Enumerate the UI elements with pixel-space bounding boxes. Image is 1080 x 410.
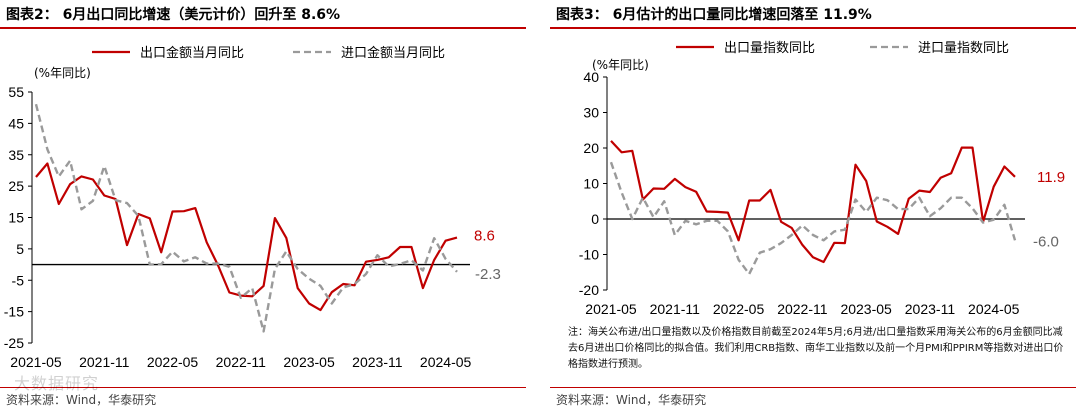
right-x-tick-label: 2022-05 <box>713 301 765 317</box>
left-x-tick-label: 2021-11 <box>79 354 130 370</box>
left-figure-title: 图表2： 6月出口同比增速（美元计价）回升至 8.6% <box>6 7 341 23</box>
left-y-tick-label: -15 <box>4 304 24 320</box>
left-y-tick-label: 45 <box>8 115 24 131</box>
right-y-tick-label: 40 <box>583 69 599 85</box>
right-x-tick-label: 2023-11 <box>905 301 956 317</box>
left-y-tick-label: 25 <box>8 178 24 194</box>
right-series-line-2 <box>609 161 1017 276</box>
right-y-tick-label: -10 <box>579 247 599 263</box>
left-x-tick-label: 2023-11 <box>352 354 403 370</box>
right-figure-title: 图表3： 6月估计的出口量同比增速回落至 11.9% <box>556 7 872 23</box>
right-series-line-1 <box>610 140 1016 264</box>
watermark-text: 大数据研究 <box>14 374 100 393</box>
right-bottom-rule <box>550 387 1076 388</box>
right-x-tick-label: 2021-05 <box>585 301 637 317</box>
right-figure-panel: 图表3： 6月估计的出口量同比增速回落至 11.9% (%年同比) -20 -10… <box>550 0 1080 410</box>
left-x-tick-label: 2023-05 <box>283 354 335 370</box>
right-chart-note: 注：海关公布进/出口量指数以及价格指数目前截至2024年5月;6月进/出口量指数… <box>568 327 1064 370</box>
left-legend-label-2: 进口金额当月同比 <box>341 45 445 60</box>
right-x-tick-label: 2024-05 <box>968 301 1020 317</box>
right-end-value-label-2: -6.0 <box>1033 233 1059 250</box>
right-y-tick-label: -20 <box>579 282 599 298</box>
right-x-tick-label: 2022-11 <box>777 301 828 317</box>
right-y-tick-label: 10 <box>583 176 599 192</box>
left-figure-panel: 图表2： 6月出口同比增速（美元计价）回升至 8.6% (%年同比) -25 -1… <box>0 0 530 410</box>
right-source: 资料来源：Wind，华泰研究 <box>556 393 707 407</box>
left-y-tick-label: 15 <box>8 210 24 226</box>
left-end-value-label-2: -2.3 <box>475 266 501 283</box>
left-y-tick-label: 55 <box>8 84 24 100</box>
right-line-chart: -20 -10 0 10 20 30 40 2021-05 2021-11 2022-05 2022… <box>579 40 1065 317</box>
left-series-line-1 <box>35 162 458 312</box>
left-x-tick-label: 2021-05 <box>10 354 62 370</box>
left-x-tick-label: 2024-05 <box>420 354 472 370</box>
right-title-rule <box>550 27 1076 29</box>
left-series-line-2 <box>34 103 458 333</box>
left-line-chart: -25 -15 -5 5 15 25 35 45 55 2021-05 2021-11 2022-05… <box>4 45 501 370</box>
left-x-tick-label: 2022-11 <box>216 354 267 370</box>
right-y-tick-label: 0 <box>591 211 599 227</box>
left-bottom-rule <box>0 387 526 388</box>
right-end-value-label-1: 11.9 <box>1037 169 1065 186</box>
right-y-tick-label: 30 <box>583 105 599 121</box>
left-source: 资料来源：Wind，华泰研究 <box>6 393 157 407</box>
right-unit-label: (%年同比) <box>592 58 649 72</box>
left-y-tick-label: -5 <box>12 272 25 288</box>
left-unit-label: (%年同比) <box>34 66 91 80</box>
right-x-tick-label: 2023-05 <box>840 301 892 317</box>
left-end-value-label-1: 8.6 <box>474 228 495 245</box>
right-y-tick-label: 20 <box>583 140 599 156</box>
left-title-rule <box>0 27 526 29</box>
left-y-tick-label: -25 <box>4 335 24 351</box>
left-y-tick-label: 35 <box>8 147 24 163</box>
left-y-tick-label: 5 <box>16 241 24 257</box>
right-x-tick-label: 2021-11 <box>650 301 701 317</box>
left-legend-label-1: 出口金额当月同比 <box>140 45 244 60</box>
right-legend-label-2: 进口量指数同比 <box>918 40 1009 55</box>
right-legend-label-1: 出口量指数同比 <box>724 40 815 55</box>
left-x-tick-label: 2022-05 <box>147 354 199 370</box>
